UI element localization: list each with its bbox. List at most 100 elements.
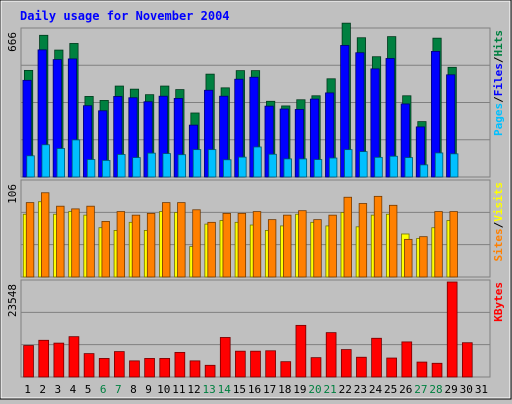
bar-sites-day-5 (86, 205, 95, 278)
legend-item: Files (492, 63, 505, 96)
bar-pages-day-10 (162, 153, 171, 178)
x-tick-label: 26 (399, 383, 412, 396)
bar-pages-day-3 (56, 148, 66, 178)
bar-pages-day-7 (117, 154, 126, 178)
bar-kbytes-day-24 (371, 337, 382, 378)
bar-pages-day-12 (192, 149, 202, 178)
bar-sites-day-22 (343, 196, 352, 278)
bar-pages-day-8 (132, 157, 141, 178)
x-tick-label: 3 (55, 383, 62, 396)
bar-sites-day-29 (449, 211, 458, 278)
bar-sites-day-2 (41, 192, 50, 278)
bar-kbytes-day-3 (53, 342, 65, 378)
bar-pages-day-4 (71, 139, 81, 178)
x-tick-label: 4 (70, 383, 77, 396)
x-tick-label: 19 (293, 383, 306, 396)
bar-kbytes-day-12 (189, 360, 201, 378)
bar-sites-day-28 (434, 211, 443, 278)
panel-kbytes: 23548 KBytes (6, 279, 505, 378)
legend-item: / (492, 96, 505, 103)
legend-item: KBytes (492, 282, 505, 322)
x-tick-label: 29 (445, 383, 458, 396)
bar-sites-day-25 (388, 204, 398, 278)
bar-pages-day-6 (102, 160, 111, 178)
bar-pages-day-14 (223, 159, 232, 178)
bar-sites-day-17 (267, 219, 277, 278)
bar-kbytes-day-1 (23, 345, 34, 378)
x-tick-label: 1 (24, 383, 31, 396)
legend-item: Sites (492, 228, 505, 261)
bar-kbytes-day-8 (129, 360, 140, 378)
x-tick-label: 23 (354, 383, 367, 396)
x-tick-label: 9 (145, 383, 152, 396)
bar-sites-day-21 (328, 214, 337, 278)
x-tick-label: 5 (85, 383, 92, 396)
bar-pages-day-26 (404, 157, 413, 178)
x-tick-label: 16 (248, 383, 261, 396)
bar-kbytes-day-4 (68, 336, 80, 378)
x-tick-label: 8 (130, 383, 137, 396)
bar-pages-day-18 (283, 158, 292, 178)
legend-item: Visits (492, 182, 505, 222)
bar-sites-day-24 (373, 195, 383, 278)
bar-kbytes-day-30 (461, 342, 473, 378)
bar-pages-day-15 (238, 156, 247, 178)
bar-kbytes-day-16 (250, 350, 261, 378)
bar-pages-day-9 (147, 152, 156, 178)
x-tick-label: 18 (278, 383, 291, 396)
bar-kbytes-day-28 (431, 362, 443, 378)
bar-sites-day-23 (358, 203, 368, 278)
bar-kbytes-day-23 (356, 356, 367, 378)
bar-pages-day-20 (313, 159, 323, 178)
x-tick-label: 13 (202, 383, 215, 396)
bar-kbytes-day-7 (114, 351, 125, 378)
bar-sites-day-16 (252, 211, 262, 278)
bar-pages-day-5 (86, 159, 96, 178)
x-tick-label: 10 (157, 383, 170, 396)
bar-pages-day-13 (207, 149, 217, 178)
bar-sites-day-15 (237, 212, 247, 278)
bar-sites-day-26 (404, 238, 413, 278)
bar-sites-day-10 (162, 202, 171, 278)
bar-kbytes-day-21 (325, 332, 337, 378)
bar-sites-day-7 (116, 211, 126, 278)
bar-kbytes-day-29 (446, 281, 458, 378)
ymax-label: 106 (6, 184, 19, 204)
x-tick-label: 17 (263, 383, 276, 396)
bar-kbytes-day-15 (235, 350, 246, 378)
bar-kbytes-day-13 (204, 364, 216, 378)
bar-pages-day-21 (328, 157, 338, 178)
bar-kbytes-day-2 (38, 339, 50, 378)
bar-sites-day-20 (313, 219, 322, 278)
legend-item: Pages (492, 103, 505, 136)
x-tick-label: 27 (414, 383, 427, 396)
legend: KBytes (492, 282, 505, 322)
bar-sites-day-3 (56, 205, 65, 278)
bar-kbytes-day-26 (401, 341, 413, 378)
bar-sites-day-27 (419, 236, 428, 278)
bar-sites-day-11 (177, 202, 186, 278)
x-tick-label: 25 (384, 383, 397, 396)
bar-kbytes-day-6 (98, 358, 110, 378)
bar-pages-day-29 (449, 153, 459, 178)
bar-sites-day-6 (101, 221, 110, 278)
bar-sites-day-12 (192, 209, 201, 278)
x-tick-label: 20 (308, 383, 321, 396)
bar-kbytes-day-22 (340, 349, 352, 378)
bar-kbytes-day-27 (416, 361, 428, 378)
bar-pages-day-24 (374, 156, 383, 178)
bar-pages-day-17 (268, 153, 277, 178)
x-tick-label: 24 (369, 383, 383, 396)
bar-kbytes-day-11 (174, 351, 186, 378)
bar-sites-day-1 (25, 202, 35, 278)
x-tick-label: 31 (475, 383, 488, 396)
bar-pages-day-16 (253, 146, 262, 178)
legend-item: / (492, 221, 505, 228)
legend-item: Hits (492, 30, 505, 57)
bar-sites-day-9 (146, 212, 156, 278)
x-tick-label: 22 (339, 383, 352, 396)
bar-kbytes-day-10 (159, 358, 171, 378)
bar-pages-day-2 (41, 144, 50, 178)
x-tick-label: 6 (100, 383, 107, 396)
x-tick-label: 7 (115, 383, 122, 396)
